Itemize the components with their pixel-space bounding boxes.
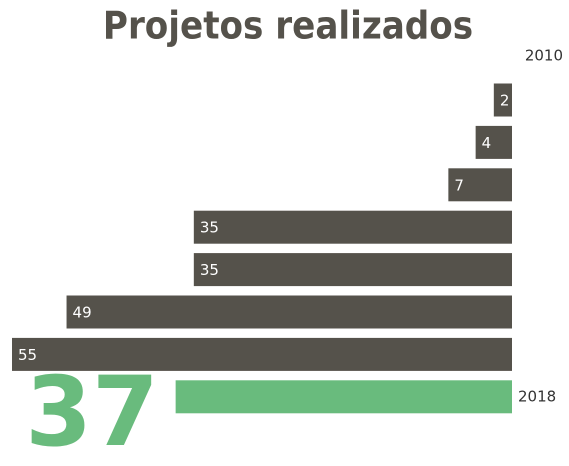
- value-label: 4: [482, 134, 492, 152]
- value-label: 2: [500, 92, 510, 110]
- value-label: 49: [73, 304, 92, 322]
- bar: [193, 210, 512, 244]
- value-label: 35: [200, 261, 219, 279]
- category-label: 2018: [518, 387, 556, 405]
- value-label: 55: [18, 346, 37, 364]
- value-label: 35: [200, 219, 219, 237]
- bar: [66, 295, 512, 329]
- bar: [193, 253, 512, 287]
- bar: [12, 337, 512, 371]
- value-label: 7: [454, 176, 464, 194]
- bar: [175, 380, 513, 414]
- category-label: 2010: [525, 47, 563, 65]
- bar: [493, 83, 512, 117]
- bar: [448, 168, 512, 202]
- value-label: 37: [25, 356, 159, 466]
- bar: [475, 125, 512, 159]
- chart-title: Projetos realizados: [103, 4, 473, 48]
